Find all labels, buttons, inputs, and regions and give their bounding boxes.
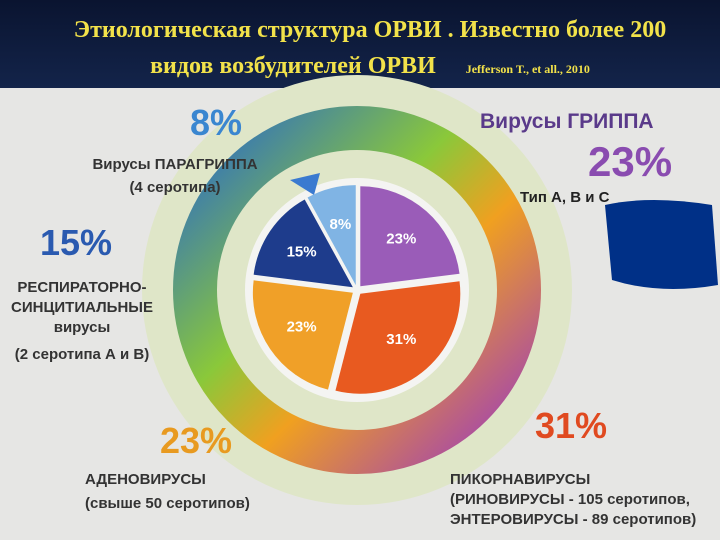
pie-slice [335,281,461,394]
detail-label: Тип А, В и С [520,189,610,206]
title-text: Этиологическая структура ОРВИ . Известно… [73,17,667,79]
title: Этиологическая структура ОРВИ . Известно… [40,12,700,87]
category-label: РЕСПИРАТОРНО-СИНЦИТИАЛЬНЫЕ вирусы [11,279,153,336]
slice-label: 23% [386,231,416,248]
ring [173,106,541,474]
blob [605,200,718,289]
header [0,0,720,88]
slice-label: 23% [287,319,317,336]
percent-label: 15% [40,222,113,263]
category-label: АДЕНОВИРУСЫ [85,471,206,488]
detail-label: (РИНОВИРУСЫ - 105 серотипов, ЭНТЕРОВИРУС… [450,491,697,528]
category-label: ПИКОРНАВИРУСЫ [450,471,591,488]
detail-label: (2 серотипа А и В) [14,346,150,363]
arrow [290,173,320,195]
pie-slice [252,280,353,390]
pie-slice [360,186,460,287]
category-label: Вирусы ПАРАГРИППА [92,156,258,173]
percent-label: 31% [535,405,608,446]
percent-label: 8% [190,102,243,143]
source: Jefferson T., et all., 2010 [465,62,590,76]
slice-label: 8% [329,216,351,233]
percent-label: 23% [588,138,673,185]
category-label: Вирусы ГРИППА [480,110,654,133]
percent-label: 23% [160,420,233,461]
detail-label: (свыше 50 серотипов) [85,495,250,512]
pie-slice [253,199,353,288]
slice-label: 15% [287,243,317,260]
pie-slice [307,185,356,286]
detail-label: (4 серотипа) [129,179,221,196]
slice-label: 31% [386,331,416,348]
